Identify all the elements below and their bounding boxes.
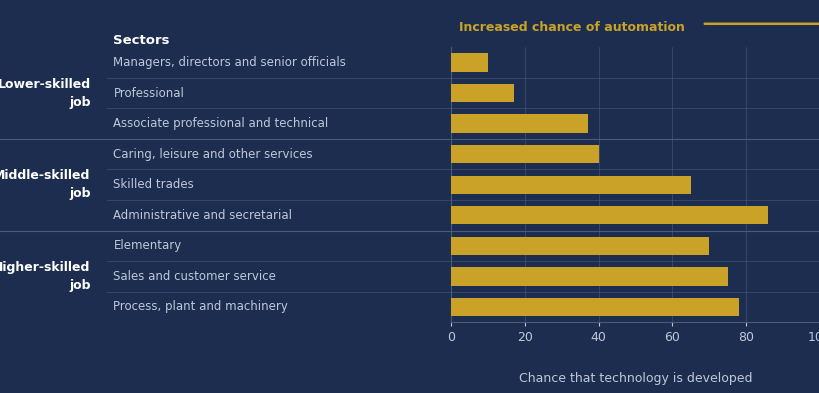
Bar: [450, 237, 708, 255]
Bar: [450, 53, 487, 72]
Text: Associate professional and technical: Associate professional and technical: [113, 117, 328, 130]
Text: Increased chance of automation: Increased chance of automation: [459, 21, 684, 34]
Bar: [450, 267, 727, 286]
Bar: [450, 206, 767, 224]
Text: Professional: Professional: [113, 86, 184, 99]
Text: Lower-skilled
job: Lower-skilled job: [0, 77, 91, 108]
Bar: [450, 145, 598, 163]
Text: Higher-skilled
job: Higher-skilled job: [0, 261, 91, 292]
Text: Managers, directors and senior officials: Managers, directors and senior officials: [113, 56, 346, 69]
Bar: [450, 114, 587, 133]
Text: Sales and customer service: Sales and customer service: [113, 270, 276, 283]
Text: Elementary: Elementary: [113, 239, 182, 252]
Text: Administrative and secretarial: Administrative and secretarial: [113, 209, 292, 222]
Text: Skilled trades: Skilled trades: [113, 178, 194, 191]
Bar: [450, 84, 514, 102]
Text: Middle-skilled
job: Middle-skilled job: [0, 169, 91, 200]
Text: Process, plant and machinery: Process, plant and machinery: [113, 301, 288, 314]
Text: Caring, leisure and other services: Caring, leisure and other services: [113, 148, 313, 161]
Text: Chance that technology is developed: Chance that technology is developed: [518, 372, 751, 385]
Bar: [450, 176, 690, 194]
Bar: [450, 298, 738, 316]
Text: Sectors: Sectors: [113, 34, 170, 47]
